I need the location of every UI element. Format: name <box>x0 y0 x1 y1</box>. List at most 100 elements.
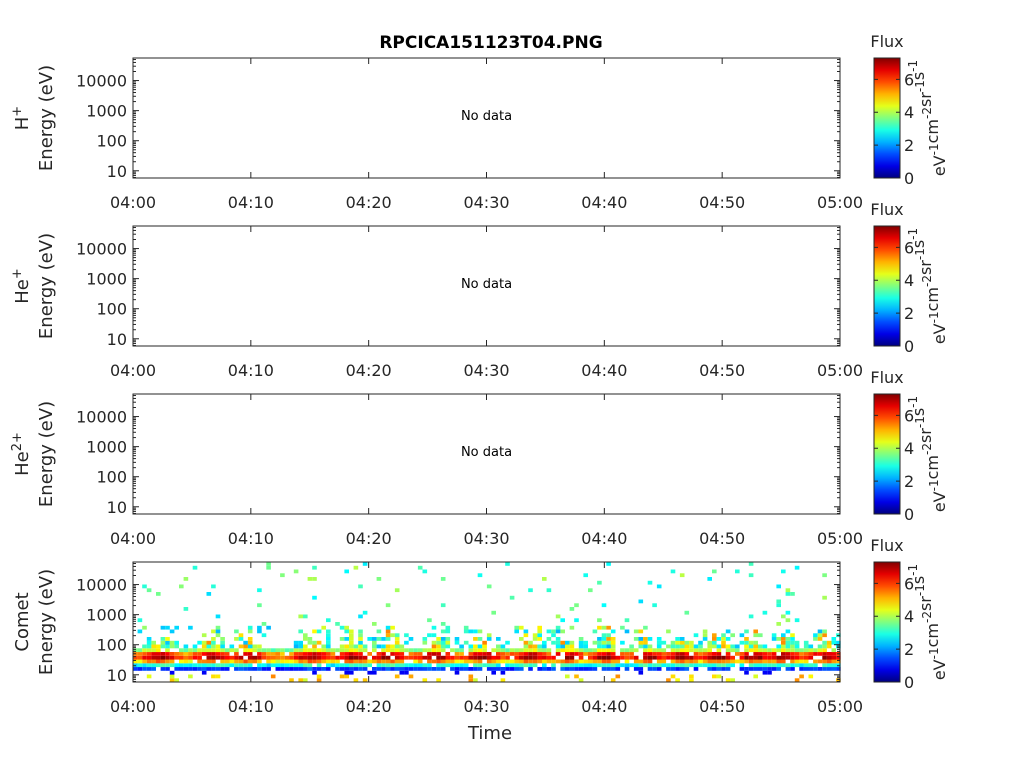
spectrogram-cell <box>588 663 593 668</box>
spectrogram-cell <box>160 667 166 671</box>
spectrogram-cell <box>385 648 391 653</box>
spectrogram-cell <box>243 659 248 664</box>
spectrogram-cell <box>601 667 607 671</box>
spectrogram-cell <box>560 667 565 671</box>
spectrogram-cell <box>179 667 184 671</box>
y-tick-label: 10000 <box>76 408 127 427</box>
spectrogram-cell <box>339 663 345 668</box>
spectrogram-cell <box>394 644 400 649</box>
spectrogram-cell <box>670 667 676 671</box>
spectrogram-cell <box>574 648 579 653</box>
spectrogram-cell <box>284 655 290 660</box>
spectrogram-cell <box>560 648 565 653</box>
spectrogram-cell <box>436 637 441 641</box>
spectrogram-cell <box>486 667 492 671</box>
no-data-label: No data <box>461 445 512 460</box>
spectrogram-cell <box>183 663 189 668</box>
spectrogram-cell <box>362 659 368 664</box>
y-axis-label: Energy (eV) <box>36 401 57 507</box>
spectrogram-cell <box>275 659 281 664</box>
species-name: He2+ <box>10 432 33 476</box>
spectrogram-cell <box>748 655 754 660</box>
spectrogram-cell <box>247 629 253 634</box>
colorbar-tick-label: 4 <box>904 439 914 458</box>
spectrogram-cell <box>339 637 345 641</box>
spectrogram-cell <box>523 629 529 634</box>
spectrogram-cell <box>606 637 611 641</box>
spectrogram-cell <box>624 655 630 660</box>
spectrogram-cell <box>679 573 685 578</box>
spectrogram-cell <box>693 667 699 671</box>
spectrogram-cell <box>794 618 800 623</box>
spectrogram-cell <box>436 644 441 649</box>
spectrogram-cell <box>326 667 331 671</box>
spectrogram-cell <box>647 652 653 656</box>
spectrogram-cell <box>776 667 781 671</box>
spectrogram-cell <box>615 663 621 668</box>
spectrogram-cell <box>408 674 414 679</box>
spectrogram-cell <box>597 655 602 660</box>
spectrogram-cell <box>349 637 354 641</box>
spectrogram-cell <box>459 667 464 671</box>
spectrogram-cell <box>151 644 156 649</box>
spectrogram-cell <box>353 648 359 653</box>
spectrogram-cell <box>307 663 313 668</box>
spectrogram-cell <box>790 592 795 596</box>
spectrogram-cell <box>394 588 400 593</box>
spectrogram-cell <box>744 629 749 634</box>
spectrogram-cell <box>794 659 800 664</box>
spectrogram-cell <box>693 663 699 668</box>
spectrogram-cell <box>744 655 749 660</box>
spectrogram-cell <box>413 663 418 668</box>
spectrogram-cell <box>712 637 717 641</box>
spectrogram-cell <box>647 659 653 664</box>
spectrogram-cell <box>303 678 308 683</box>
spectrogram-cell <box>698 640 703 645</box>
spectrogram-cell <box>831 655 837 660</box>
spectrogram-cell <box>716 663 722 668</box>
spectrogram-cell <box>698 663 703 668</box>
x-tick-label: 04:20 <box>346 361 392 380</box>
spectrogram-cell <box>689 640 694 645</box>
spectrogram-cell <box>606 633 611 638</box>
spectrogram-cell <box>335 648 340 653</box>
spectrogram-cell <box>767 663 772 668</box>
spectrogram-cell <box>312 670 317 675</box>
spectrogram-cell <box>156 648 161 653</box>
spectrogram-cell <box>781 637 786 641</box>
spectrogram-cell <box>532 659 538 664</box>
spectrogram-cell <box>574 618 579 623</box>
spectrogram-cell <box>785 592 791 596</box>
spectrogram-cell <box>689 663 694 668</box>
spectrogram-cell <box>643 652 648 656</box>
spectrogram-cell <box>211 674 216 679</box>
spectrogram-cell <box>280 659 285 664</box>
spectrogram-cell <box>597 652 602 656</box>
spectrogram-cell <box>344 637 349 641</box>
spectrogram-cell <box>565 659 570 664</box>
spectrogram-cell <box>440 659 446 664</box>
spectrogram-cell <box>615 655 621 660</box>
colorbar-unit-label: eV-1cm-2sr-1s-1 <box>906 396 949 512</box>
spectrogram-cell <box>339 648 345 653</box>
spectrogram-cell <box>146 663 152 668</box>
spectrogram-cell <box>459 663 464 668</box>
spectrogram-cell <box>712 659 717 664</box>
spectrogram-cell <box>344 644 349 649</box>
spectrogram-cell <box>362 678 368 683</box>
spectrogram-cell <box>399 663 405 668</box>
spectrogram-cell <box>454 670 460 675</box>
spectrogram-cell <box>344 667 349 671</box>
spectrogram-cell <box>160 640 166 645</box>
spectrogram-cell <box>261 667 267 671</box>
spectrogram-cell <box>358 648 363 653</box>
spectrogram-cell <box>790 663 795 668</box>
panel-comet: 10 100 1000 10000 04:00 04:10 04:20 04:30 04:40 0… <box>12 536 949 716</box>
spectrogram-cell <box>224 648 230 653</box>
spectrogram-cell <box>477 667 483 671</box>
spectrogram-cell <box>215 629 221 634</box>
spectrogram-cell <box>321 652 326 656</box>
spectrogram-cell <box>491 648 496 653</box>
spectrogram-cell <box>597 640 602 645</box>
